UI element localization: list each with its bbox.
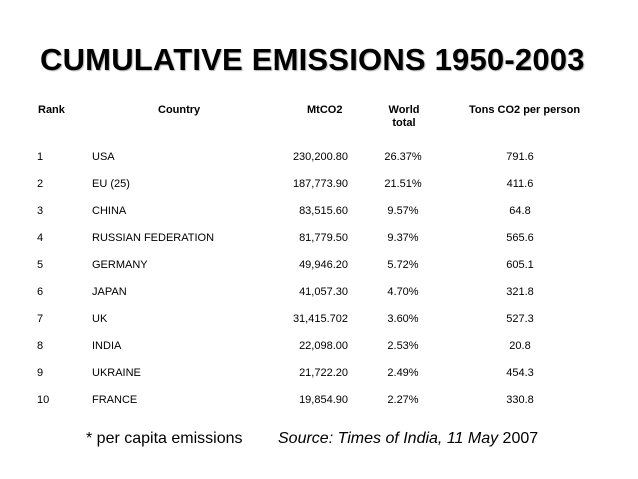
cell-mtco2: 230,200.80 <box>292 151 348 163</box>
cell-country: UKRAINE <box>92 367 141 379</box>
header-country: Country <box>158 104 201 116</box>
cell-tons-per-person: 330.8 <box>506 394 534 406</box>
cell-world-total: 2.27% <box>387 394 419 406</box>
page-title: CUMULATIVE EMISSIONS 1950-2003 <box>40 42 585 77</box>
cell-rank: 8 <box>37 340 44 352</box>
cell-world-total: 21.51% <box>384 178 422 190</box>
cell-country: CHINA <box>92 205 127 217</box>
cell-world-total: 3.60% <box>387 313 419 325</box>
cell-country: RUSSIAN FEDERATION <box>92 232 215 244</box>
source-note: Source: Times of India, 11 May 2007 <box>278 430 538 448</box>
cell-mtco2: 83,515.60 <box>299 205 348 217</box>
cell-country: UK <box>92 313 108 325</box>
cell-rank: 5 <box>37 259 44 271</box>
header-mtco2: MtCO2 <box>307 104 343 116</box>
header-rank: Rank <box>38 104 65 116</box>
cell-tons-per-person: 605.1 <box>506 259 534 271</box>
cell-mtco2: 49,946.20 <box>299 259 348 271</box>
cell-mtco2: 41,057.30 <box>299 286 348 298</box>
cell-rank: 9 <box>37 367 44 379</box>
cell-tons-per-person: 527.3 <box>506 313 534 325</box>
cell-tons-per-person: 20.8 <box>509 340 531 352</box>
cell-rank: 3 <box>37 205 44 217</box>
cell-mtco2: 81,779.50 <box>299 232 348 244</box>
cell-tons-per-person: 791.6 <box>506 151 534 163</box>
cell-world-total: 2.49% <box>387 367 419 379</box>
cell-world-total: 5.72% <box>387 259 419 271</box>
cell-world-total: 9.37% <box>387 232 419 244</box>
cell-mtco2: 19,854.90 <box>299 394 348 406</box>
cell-country: USA <box>92 151 115 163</box>
cell-country: JAPAN <box>92 286 127 298</box>
cell-country: GERMANY <box>92 259 148 271</box>
cell-rank: 7 <box>37 313 44 325</box>
header-tons-per-person: Tons CO2 per person <box>469 104 581 116</box>
cell-rank: 1 <box>37 151 44 163</box>
cell-world-total: 2.53% <box>387 340 419 352</box>
cell-mtco2: 187,773.90 <box>292 178 348 190</box>
cell-country: FRANCE <box>92 394 138 406</box>
cell-mtco2: 21,722.20 <box>299 367 348 379</box>
source-year: 2007 <box>498 430 539 447</box>
cell-rank: 2 <box>37 178 44 190</box>
cell-country: EU (25) <box>92 178 130 190</box>
cell-tons-per-person: 321.8 <box>506 286 534 298</box>
cell-tons-per-person: 64.8 <box>509 205 531 217</box>
header-world-total: World total <box>388 104 420 129</box>
cell-rank: 10 <box>37 394 50 406</box>
cell-tons-per-person: 411.6 <box>506 178 534 190</box>
cell-mtco2: 22,098.00 <box>299 340 348 352</box>
cell-world-total: 26.37% <box>384 151 422 163</box>
cell-mtco2: 31,415.702 <box>292 313 348 325</box>
cell-rank: 4 <box>37 232 44 244</box>
cell-tons-per-person: 454.3 <box>506 367 534 379</box>
source-text: Source: Times of India, 11 May <box>278 430 499 447</box>
cell-tons-per-person: 565.6 <box>506 232 534 244</box>
footnote: * per capita emissions <box>86 430 243 447</box>
cell-rank: 6 <box>37 286 44 298</box>
cell-country: INDIA <box>92 340 122 352</box>
cell-world-total: 4.70% <box>387 286 419 298</box>
cell-world-total: 9.57% <box>387 205 419 217</box>
